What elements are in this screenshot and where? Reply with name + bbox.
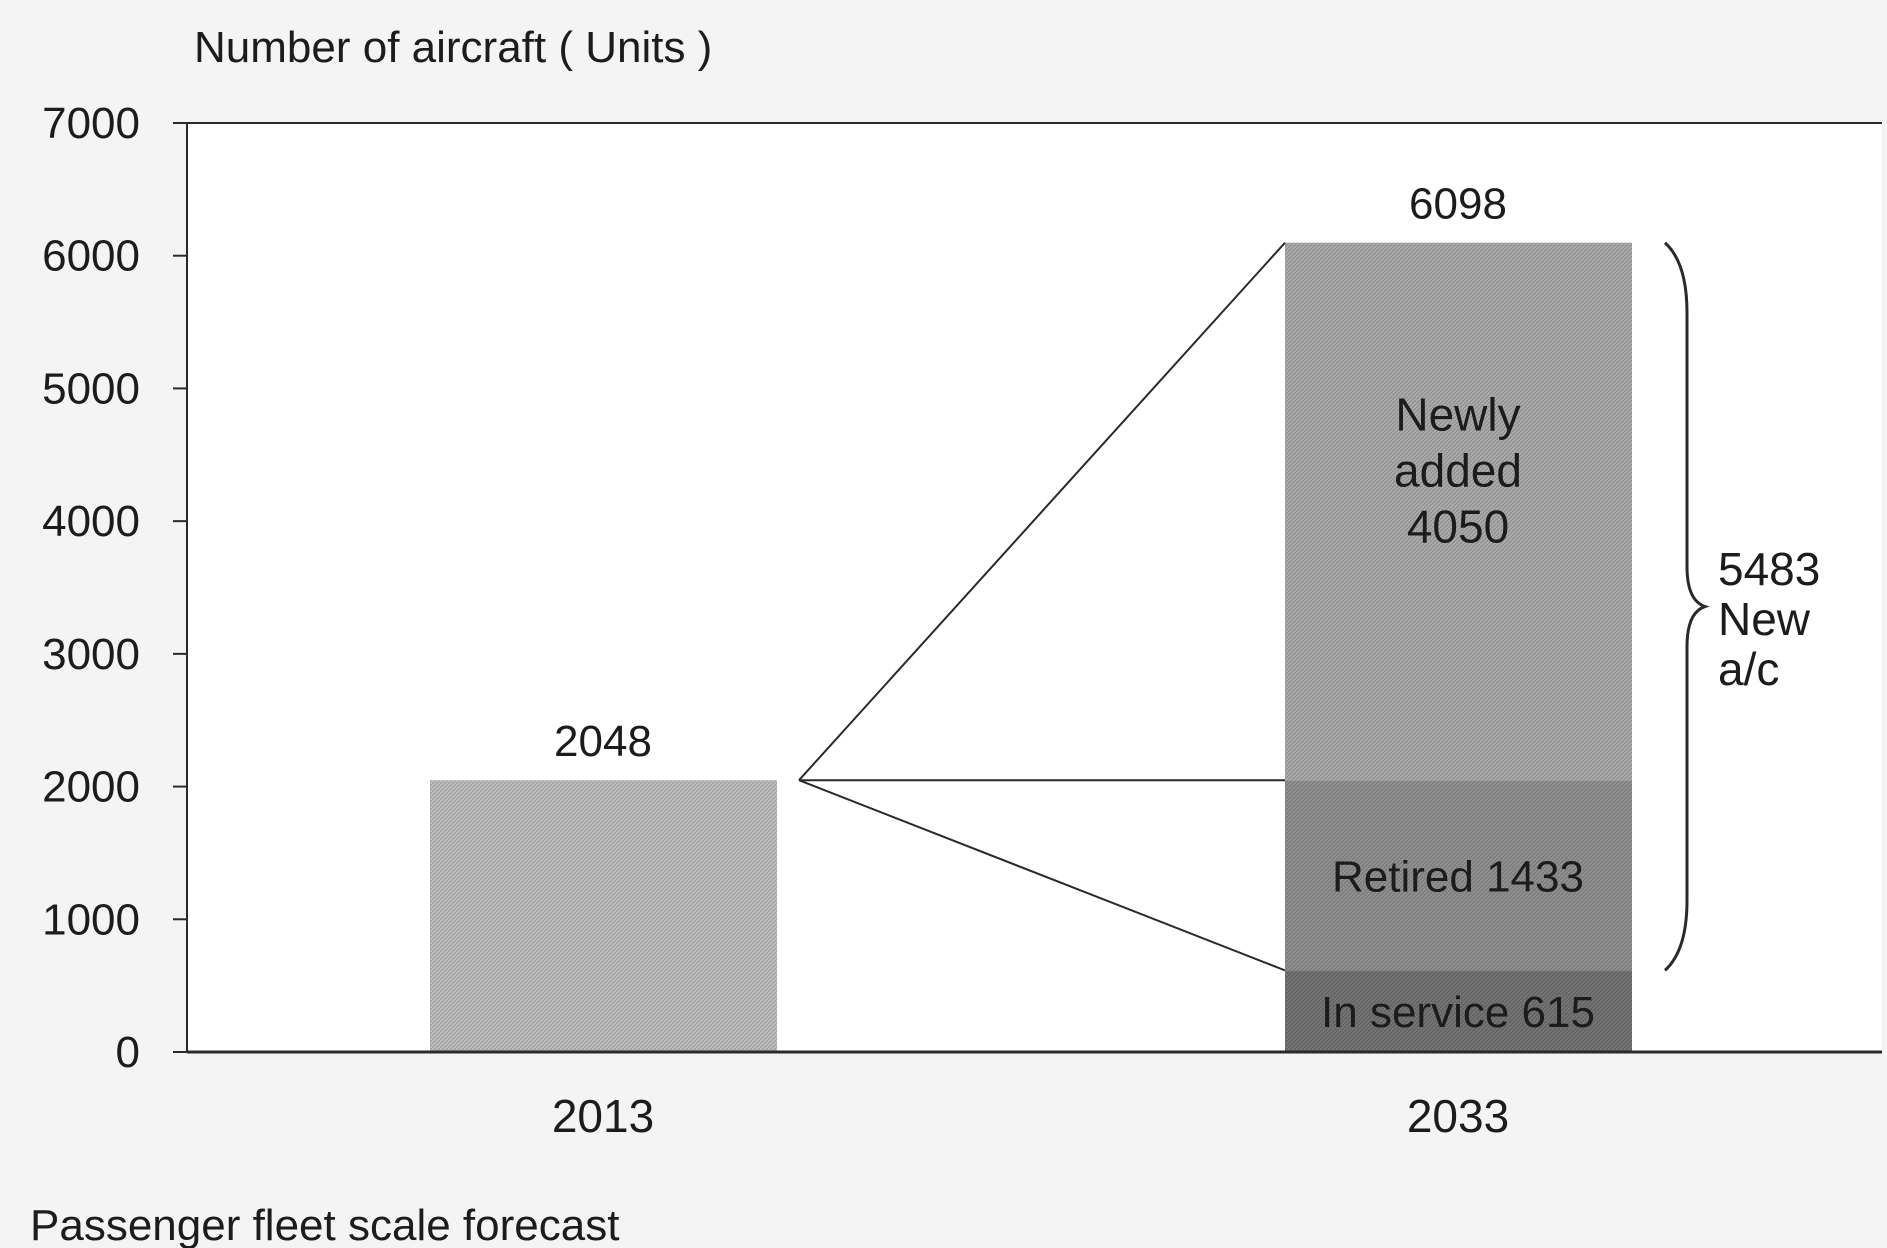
segment-label-line: Newly: [1395, 388, 1520, 440]
y-tick-label: 5000: [42, 364, 140, 413]
y-tick-label: 2000: [42, 763, 140, 812]
x-tick-label: 2033: [1407, 1090, 1509, 1142]
y-tick-label: 1000: [42, 895, 140, 944]
y-tick-label: 6000: [42, 232, 140, 281]
annotation-line: a/c: [1718, 643, 1779, 695]
bar-segment: [1285, 780, 1632, 971]
segment-label: Retired 1433: [1332, 852, 1584, 901]
y-axis-title: Number of aircraft ( Units ): [194, 23, 712, 72]
bar-segment: [1285, 970, 1632, 1052]
segment-label-line: 4050: [1407, 500, 1509, 552]
segment-label: In service 615: [1321, 988, 1595, 1037]
y-tick-label: 7000: [42, 99, 140, 148]
bar-segment: [1285, 242, 1632, 781]
connector-line: [798, 242, 1286, 781]
x-tick-label: 2013: [552, 1090, 654, 1142]
bar-total-label: 2048: [554, 717, 652, 766]
y-axis: 0 1000 2000 3000 4000 5000 6000 7000: [42, 99, 187, 1077]
connector-lines: [798, 241, 1710, 972]
annotation-line: 5483: [1718, 543, 1820, 595]
bars-group: [430, 242, 1632, 1052]
y-tick-label: 3000: [42, 630, 140, 679]
segment-label-line: added: [1394, 444, 1522, 496]
bar-segment: [430, 780, 777, 1052]
bar-total-label: 6098: [1409, 180, 1507, 229]
plot-frame: [186, 122, 1882, 1052]
y-tick-label: 4000: [42, 497, 140, 546]
y-tick-label: 0: [116, 1028, 140, 1077]
connector-line: [798, 779, 1286, 972]
annotation-line: New: [1718, 593, 1811, 645]
chart-caption: Passenger fleet scale forecast: [30, 1201, 619, 1248]
curly-brace: [1663, 241, 1710, 972]
